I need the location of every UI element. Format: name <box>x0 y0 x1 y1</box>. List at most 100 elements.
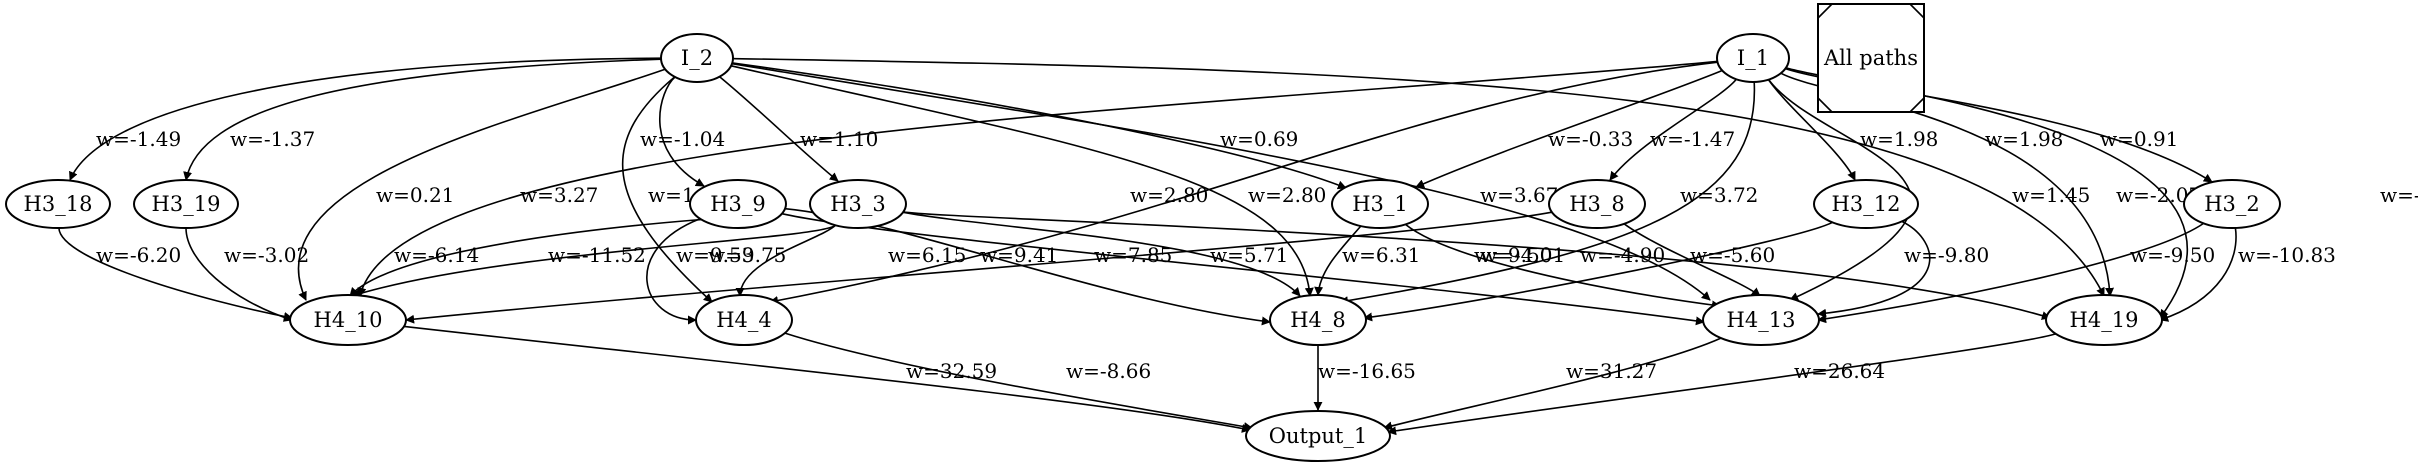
edge-weight-label: w=3.67 <box>1480 183 1558 207</box>
edge-weight-label: w=3.27 <box>520 183 598 207</box>
node-ellipse <box>695 294 793 346</box>
edge-weight-label: w=2.80 <box>1130 183 1208 207</box>
edge-h33-to-h410: w=-11.52 <box>351 224 837 298</box>
node-ellipse <box>1813 179 1919 229</box>
edge-h33-to-h419: w=-4.90 <box>903 211 2051 320</box>
node-h3-8: H3_8 <box>1548 179 1646 229</box>
edge-line <box>735 224 837 297</box>
edge-weight-label: w=5.71 <box>1210 243 1288 267</box>
edge-weight-label: w=0.21 <box>376 183 454 207</box>
edge-weight-label: w=-4.90 <box>1580 243 1665 267</box>
edge-weight-label: w=-1.04 <box>640 127 725 151</box>
edge-weight-label: w=0.69 <box>1220 127 1298 151</box>
node-ellipse <box>1702 294 1820 346</box>
edge-h319-to-h410: w=-3.02 <box>185 227 309 322</box>
node-label: I_1 <box>1737 46 1769 70</box>
edge-h312-to-h413: w=-9.80 <box>1817 220 1989 318</box>
edge-i2-to-h410: w=0.21 <box>297 68 666 301</box>
node-label: H3_2 <box>2204 192 2260 216</box>
edge-h33-to-h44: w=9.75 <box>708 224 837 297</box>
edge-line <box>1387 333 2057 436</box>
node-label: I_2 <box>681 46 713 70</box>
edge-weight-label: w=9.50 <box>1474 243 1552 267</box>
legend-box: All paths <box>1817 3 1925 113</box>
node-h3-3: H3_3 <box>809 179 907 229</box>
edge-line <box>621 76 713 303</box>
edge-weight-label: w=6.15 <box>888 243 966 267</box>
edge-line <box>730 65 1314 297</box>
edge-weight-label: w=7.85 <box>1094 243 1172 267</box>
edge-i2-to-h48: w=2.80 <box>730 65 1314 297</box>
node-h3-18: H3_18 <box>5 179 111 229</box>
edge-line <box>351 224 837 298</box>
edge-line <box>731 62 1711 301</box>
node-ellipse <box>1716 33 1790 83</box>
node-label: H4_19 <box>2070 308 2139 332</box>
edge-i1-to-h38: w=-1.47 <box>1609 78 1737 181</box>
edge-line <box>183 58 662 181</box>
edge-line <box>1609 78 1737 181</box>
edge-i1-to-h410: w=3.27 <box>357 60 1718 297</box>
node-label: Output_1 <box>1269 424 1367 448</box>
edge-weight-label: w=-10.83 <box>2238 243 2336 267</box>
edge-i1-to-h48: w=3.72 <box>1339 81 1758 306</box>
edge-weight-label: w=-1.37 <box>230 127 315 151</box>
edge-line <box>185 227 293 322</box>
edge-h39-to-h44: w=9.53 <box>646 218 754 325</box>
edge-weight-label: w=-16.65 <box>1318 359 1416 383</box>
node-label: H4_10 <box>314 308 383 332</box>
edge-line <box>1415 69 1723 188</box>
edge-weight-label: w=6.31 <box>1342 243 1420 267</box>
node-ellipse <box>1245 410 1391 462</box>
edge-i2-to-h33: w=1.10 <box>719 76 878 182</box>
node-h4-4: H4_4 <box>695 294 793 346</box>
node-ellipse <box>660 33 734 83</box>
edge-weight-label: w=26.64 <box>1794 359 1885 383</box>
edge-weight-label: w=-0.87 <box>2380 183 2418 207</box>
edge-h44-to-output1: w=-8.66 <box>784 332 1253 432</box>
edge-line <box>1768 79 1913 301</box>
edge-weight-label: w=-0.33 <box>1548 127 1633 151</box>
edge-weight-label: w=1.45 <box>2012 183 2090 207</box>
edge-i2-to-h413: w=3.67 <box>731 62 1711 301</box>
node-label: H3_19 <box>152 192 221 216</box>
edge-line <box>769 61 1718 305</box>
node-label: H3_8 <box>1569 192 1625 216</box>
node-label: H3_3 <box>830 192 886 216</box>
edge-h312-to-h48: w=9.50 <box>1363 221 1833 322</box>
edge-line <box>1339 81 1756 306</box>
edge-line <box>1817 222 2205 324</box>
edge-line <box>357 60 1718 297</box>
edge-h39-to-h410: w=-6.14 <box>349 218 702 297</box>
edge-line <box>69 57 662 181</box>
edge-line <box>349 218 702 297</box>
node-label: H3_1 <box>1352 192 1408 216</box>
node-h3-12: H3_12 <box>1813 179 1919 229</box>
edge-line <box>58 227 293 321</box>
edge-line <box>1623 223 1761 297</box>
edge-h48-to-output1: w=-16.65 <box>1313 344 1416 411</box>
node-ellipse <box>2183 179 2281 229</box>
edge-h38-to-h413: w=-5.60 <box>1623 223 1775 297</box>
node-label: H4_8 <box>1290 308 1346 332</box>
node-h4-13: H4_13 <box>1702 294 1820 346</box>
edge-line <box>297 68 666 301</box>
edge-line <box>903 211 2051 320</box>
edge-weight-label: w=1.10 <box>800 127 878 151</box>
node-h4-8: H4_8 <box>1269 294 1367 346</box>
edge-h31-to-h48: w=6.31 <box>1314 225 1420 296</box>
edge-line <box>1363 221 1833 322</box>
node-i-2: I_2 <box>660 33 734 83</box>
edge-weight-label: w=9.53 <box>676 243 754 267</box>
edge-weight-label: w=-8.66 <box>1066 359 1151 383</box>
edge-line <box>2159 227 2237 322</box>
edge-weight-label: w=-3.02 <box>224 243 309 267</box>
edge-weight-label: w=-9.80 <box>1904 243 1989 267</box>
edge-i1-to-h31: w=-0.33 <box>1415 69 1723 188</box>
edge-line <box>1780 72 2115 297</box>
edge-weight-label: w=-6.20 <box>96 243 181 267</box>
edge-weight-label: w=-6.14 <box>394 243 479 267</box>
edge-i1-to-h413: w=1.45 <box>1768 79 2090 301</box>
node-h4-10: H4_10 <box>289 294 407 346</box>
